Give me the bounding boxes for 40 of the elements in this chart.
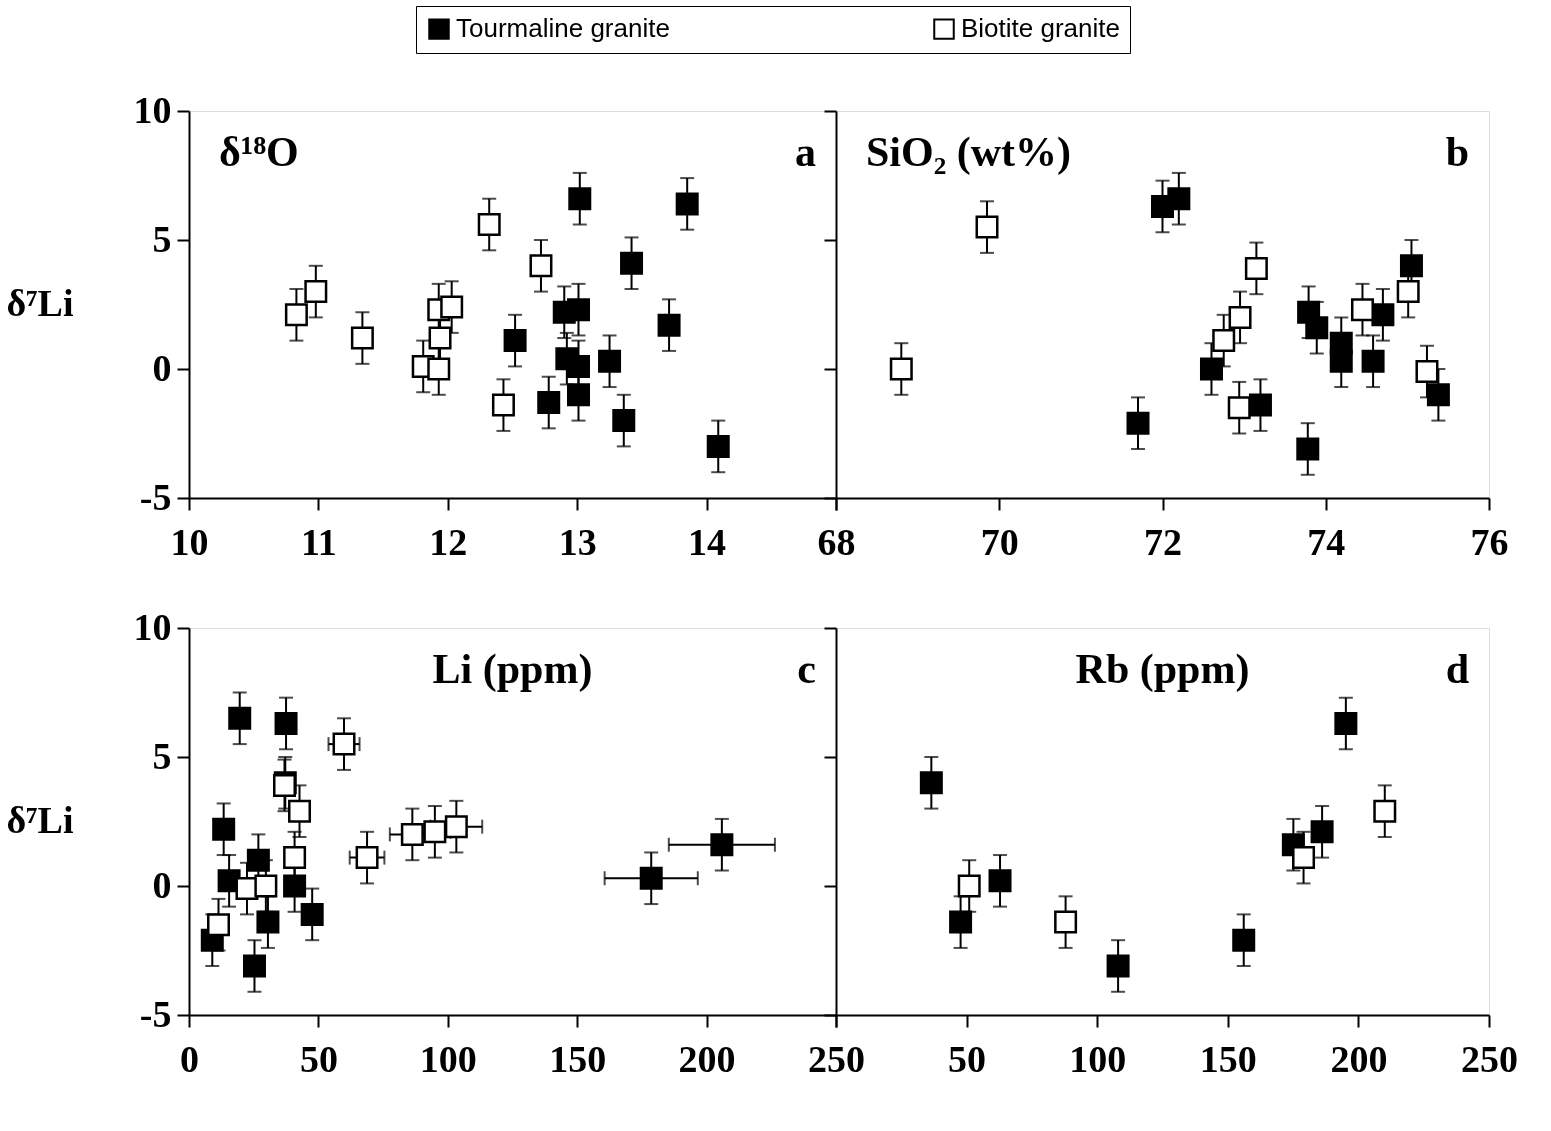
x-axis-title: SiO₂ (wt%) xyxy=(866,129,1072,176)
x-tick-label: 13 xyxy=(558,520,597,563)
x-axis-title: Rb (ppm) xyxy=(1075,646,1250,693)
annotation: d xyxy=(1445,646,1469,692)
x-tick-label: 250 xyxy=(1461,1037,1518,1080)
x-tick-label: 50 xyxy=(948,1037,987,1080)
x-tick-label: 250 xyxy=(808,1037,865,1080)
y-axis-title: δ⁷Li xyxy=(6,799,74,841)
x-tick-label: 100 xyxy=(1069,1037,1127,1080)
x-tick-label: 150 xyxy=(1199,1037,1257,1080)
x-tick-label: 200 xyxy=(678,1037,736,1080)
x-tick-label: 0 xyxy=(180,1037,199,1080)
x-tick-label: 14 xyxy=(688,520,727,563)
x-tick-label: 200 xyxy=(1330,1037,1388,1080)
y-tick-label: 10 xyxy=(133,88,172,131)
y-tick-label: 10 xyxy=(133,605,172,648)
y-tick-label: 5 xyxy=(152,217,172,260)
y-tick-label: -5 xyxy=(139,475,172,518)
x-tick-label: 150 xyxy=(549,1037,607,1080)
legend-label: Tourmaline granite xyxy=(456,13,670,44)
y-tick-label: 0 xyxy=(152,346,172,389)
x-tick-label: 12 xyxy=(429,520,468,563)
annotation: b xyxy=(1445,129,1469,175)
legend-label: Biotite granite xyxy=(961,13,1120,44)
x-tick-label: 70 xyxy=(980,520,1019,563)
x-tick-label: 72 xyxy=(1144,520,1182,563)
x-tick-label: 11 xyxy=(300,520,337,563)
x-tick-label: 100 xyxy=(419,1037,477,1080)
x-tick-label: 50 xyxy=(299,1037,338,1080)
x-tick-label: 76 xyxy=(1470,520,1509,563)
y-tick-label: 0 xyxy=(152,863,172,906)
x-axis-title: Li (ppm) xyxy=(432,646,593,693)
x-tick-label: 68 xyxy=(817,520,856,563)
x-tick-label: 74 xyxy=(1307,520,1346,563)
y-tick-label: -5 xyxy=(139,992,172,1035)
annotation: c xyxy=(797,646,816,692)
x-axis-title: δ¹⁸O xyxy=(219,129,299,175)
y-tick-label: 5 xyxy=(152,734,172,777)
annotation: a xyxy=(795,129,816,175)
y-axis-title: δ⁷Li xyxy=(6,282,74,324)
